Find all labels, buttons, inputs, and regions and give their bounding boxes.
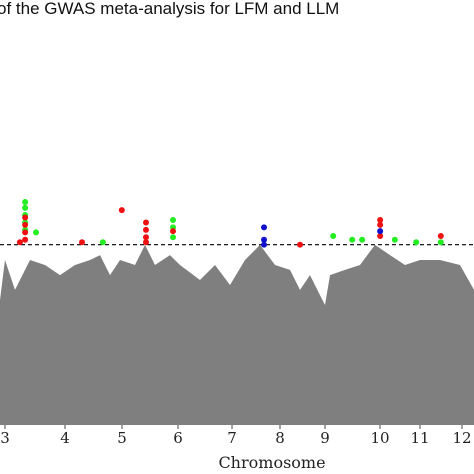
- x-tick-label: 7: [227, 429, 237, 447]
- x-tick-label: 6: [173, 429, 183, 447]
- point: [142, 219, 149, 226]
- x-tick-label: 10: [370, 429, 389, 447]
- x-tick-label: 3: [0, 429, 10, 447]
- background-area: [0, 244, 474, 425]
- point: [413, 239, 420, 246]
- point: [16, 239, 23, 246]
- point: [22, 236, 29, 243]
- point: [330, 233, 337, 240]
- point: [142, 234, 149, 241]
- point: [437, 239, 444, 246]
- point: [377, 221, 384, 228]
- point: [79, 239, 86, 246]
- point: [22, 214, 29, 221]
- x-tick-label: 5: [117, 429, 127, 447]
- point: [261, 224, 268, 231]
- point: [22, 198, 29, 205]
- point: [142, 239, 149, 246]
- point: [377, 233, 384, 240]
- chart-title: of the GWAS meta-analysis for LFM and LL…: [0, 0, 339, 18]
- point: [377, 228, 384, 235]
- point: [391, 236, 398, 243]
- point: [377, 216, 384, 223]
- point: [261, 241, 268, 248]
- point: [437, 233, 444, 240]
- x-tick-label: 4: [60, 429, 70, 447]
- point: [22, 229, 29, 236]
- point: [170, 234, 177, 241]
- point: [359, 236, 366, 243]
- point: [99, 239, 106, 246]
- point: [142, 226, 149, 233]
- x-axis-label: Chromosome: [218, 453, 325, 472]
- point: [170, 228, 177, 235]
- point: [22, 204, 29, 211]
- point: [33, 229, 40, 236]
- point: [261, 236, 268, 243]
- x-tick-label: 9: [320, 429, 330, 447]
- x-tick-label: 8: [275, 429, 285, 447]
- point: [170, 216, 177, 223]
- x-tick-label: 11: [410, 429, 429, 447]
- point: [118, 207, 125, 214]
- point: [297, 241, 304, 248]
- point: [349, 236, 356, 243]
- point: [22, 221, 29, 228]
- x-tick-label: 12: [452, 429, 471, 447]
